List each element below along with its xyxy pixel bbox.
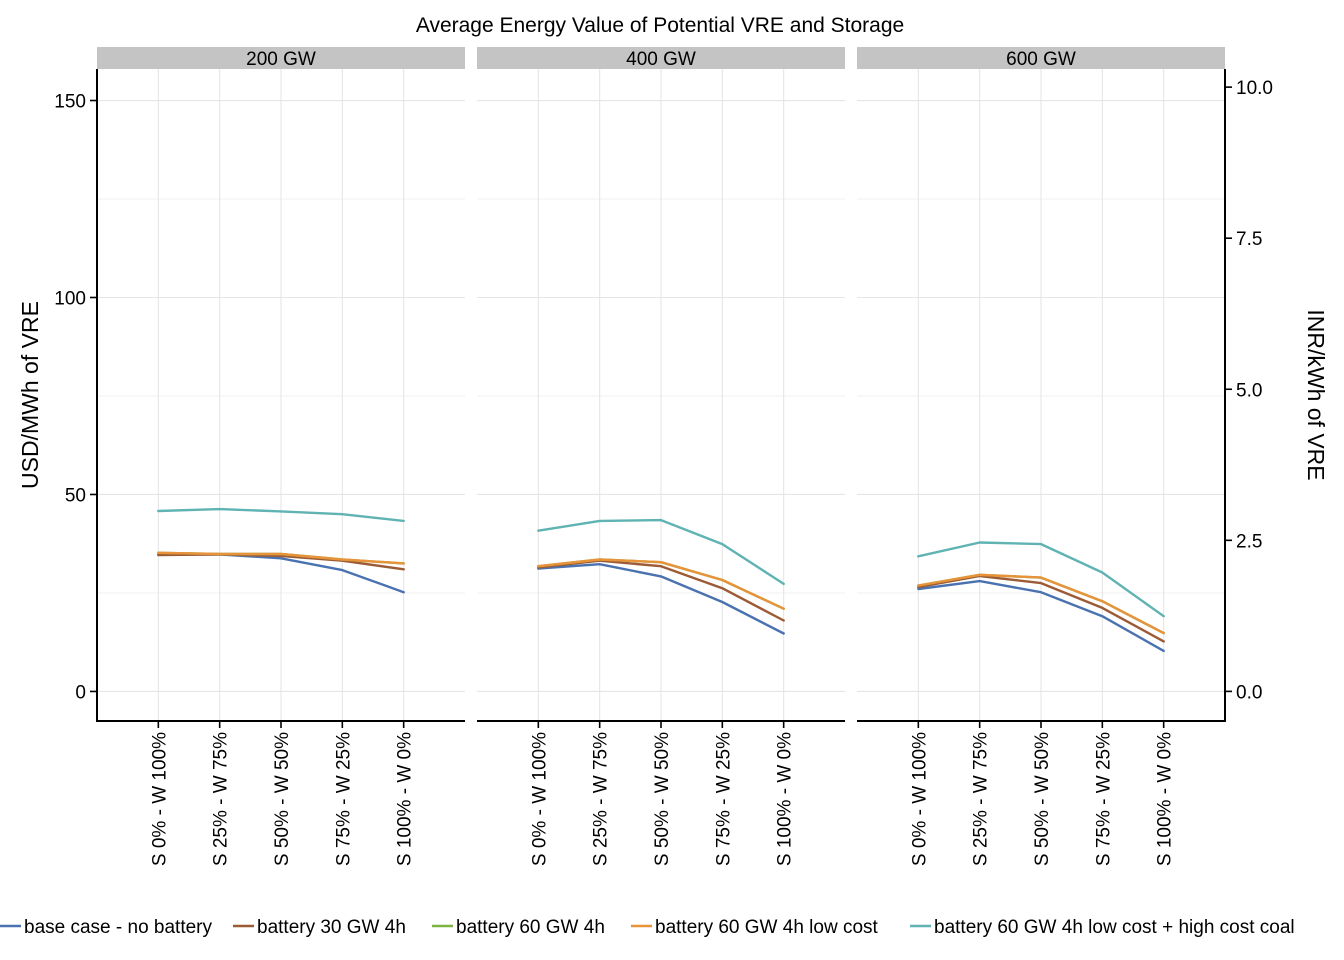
facet-strip <box>857 47 1225 69</box>
x-tick-label: S 75% - W 25% <box>713 732 734 866</box>
y-axis-label-left: USD/MWh of VRE <box>17 301 43 489</box>
x-tick-label: S 75% - W 25% <box>333 732 354 866</box>
x-tick-label: S 50% - W 50% <box>272 732 293 866</box>
y-axis-label-right: INR/kWh of VRE <box>1303 309 1329 480</box>
legend-label: base case - no battery <box>24 917 212 938</box>
facet-label: 600 GW <box>1006 49 1076 70</box>
x-tick-label: S 0% - W 100% <box>529 732 550 866</box>
x-tick-label: S 0% - W 100% <box>149 732 170 866</box>
x-tick-label: S 0% - W 100% <box>909 732 930 866</box>
series-line <box>537 563 785 635</box>
y-tick-label: 50 <box>65 485 86 506</box>
panel-2: 600 GW S 0% - W 100% S 25% - W 75% S 50% - … <box>857 47 1225 866</box>
series-line <box>537 518 785 586</box>
y-tick-label-right: 10.0 <box>1236 78 1273 99</box>
legend-label: battery 30 GW 4h <box>257 917 406 938</box>
series-line <box>537 558 785 610</box>
panel-0: 200 GW S 0% - W 100% S 25% - W 75% S 50% - … <box>97 47 465 866</box>
facet-strip <box>97 47 465 69</box>
y-tick-label-right: 5.0 <box>1236 380 1262 401</box>
facet-label: 200 GW <box>246 49 316 70</box>
x-tick-label: S 50% - W 50% <box>652 732 673 866</box>
panel-1: 400 GW S 0% - W 100% S 25% - W 75% S 50% - … <box>477 47 845 866</box>
series-line <box>917 541 1165 618</box>
chart-title: Average Energy Value of Potential VRE an… <box>416 14 904 37</box>
facet-strip <box>477 47 845 69</box>
x-tick-label: S 25% - W 75% <box>211 732 232 866</box>
facet-label: 400 GW <box>626 49 696 70</box>
series-line <box>157 551 405 565</box>
panels: 200 GW S 0% - W 100% S 25% - W 75% S 50% - … <box>97 47 1225 866</box>
x-tick-label: S 100% - W 0% <box>395 732 416 866</box>
legend-label: battery 60 GW 4h low cost <box>655 917 879 938</box>
x-tick-label: S 100% - W 0% <box>1155 732 1176 866</box>
series-line <box>917 579 1165 653</box>
x-tick-label: S 25% - W 75% <box>971 732 992 866</box>
legend: base case - no battery battery 30 GW 4h ba… <box>0 917 1295 938</box>
left-axis: 0 50 100 150 <box>54 69 98 722</box>
y-tick-label-right: 7.5 <box>1236 229 1262 250</box>
legend-label: battery 60 GW 4h low cost + high cost co… <box>934 917 1295 938</box>
series-line <box>157 507 405 523</box>
series-line <box>917 574 1165 643</box>
right-axis: 0.0 2.5 5.0 7.5 10.0 <box>1224 69 1273 722</box>
series-line <box>917 573 1165 635</box>
y-tick-label-right: 0.0 <box>1236 682 1262 703</box>
x-tick-label: S 100% - W 0% <box>775 732 796 866</box>
y-tick-label: 150 <box>54 92 86 113</box>
y-tick-label-right: 2.5 <box>1236 531 1262 552</box>
x-tick-label: S 75% - W 25% <box>1093 732 1114 866</box>
x-tick-label: S 50% - W 50% <box>1032 732 1053 866</box>
y-tick-label: 0 <box>75 682 86 703</box>
x-tick-label: S 25% - W 75% <box>591 732 612 866</box>
y-tick-label: 100 <box>54 288 86 309</box>
legend-label: battery 60 GW 4h <box>456 917 605 938</box>
